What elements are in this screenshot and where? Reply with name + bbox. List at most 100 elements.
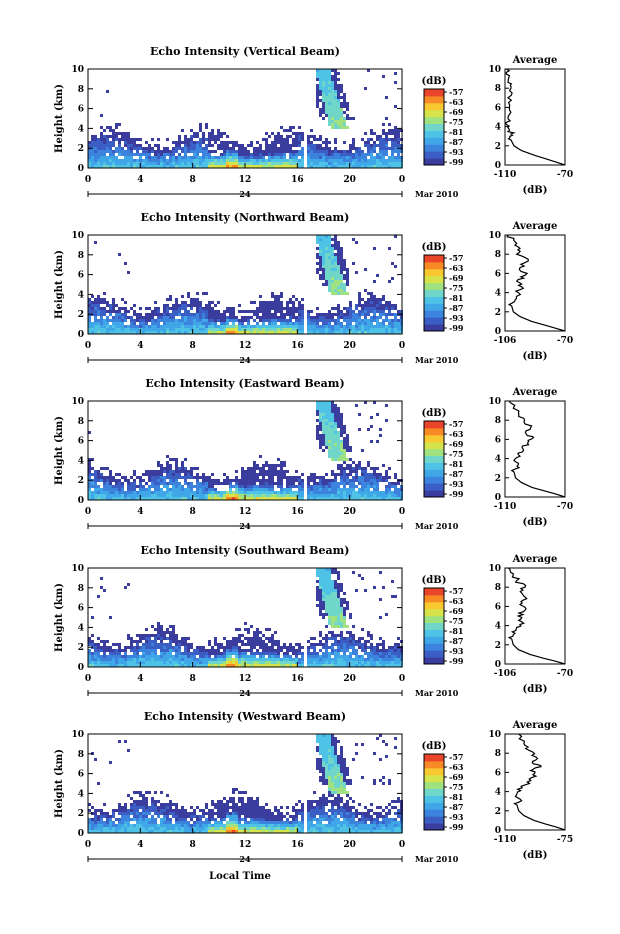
heatmap-cell xyxy=(325,93,328,96)
heatmap-cell xyxy=(154,156,157,159)
heatmap-cell xyxy=(262,322,265,325)
heatmap-cell xyxy=(328,117,331,120)
heatmap-cell xyxy=(112,150,115,153)
heatmap-cell xyxy=(352,147,355,150)
heatmap-cell xyxy=(286,328,289,331)
heatmap-cell xyxy=(172,655,175,658)
heatmap-cell xyxy=(157,156,160,159)
x-tick-label: 16 xyxy=(291,674,304,684)
heatmap-cell xyxy=(103,129,106,132)
heatmap-cell xyxy=(277,310,280,313)
heatmap-cell xyxy=(337,437,340,440)
heatmap-cell xyxy=(388,129,391,132)
heatmap-cell xyxy=(187,138,190,141)
heatmap-cell xyxy=(130,806,133,809)
heatmap-cell xyxy=(271,476,274,479)
heatmap-cell xyxy=(220,325,223,328)
heatmap-cell xyxy=(349,631,352,634)
heatmap-cell xyxy=(91,144,94,147)
heatmap-cell xyxy=(331,470,334,473)
heatmap-cell xyxy=(184,470,187,473)
heatmap-cell xyxy=(226,482,229,485)
heatmap-cell xyxy=(130,328,133,331)
day-label: 24 xyxy=(239,355,251,365)
heatmap-cell xyxy=(175,304,178,307)
heatmap-cell xyxy=(190,313,193,316)
heatmap-cell xyxy=(349,159,352,162)
heatmap-cell xyxy=(94,307,97,310)
heatmap-cell xyxy=(379,655,382,658)
heatmap-cell xyxy=(358,295,361,298)
heatmap-cell xyxy=(223,322,226,325)
heatmap-cell xyxy=(121,476,124,479)
heatmap-cell xyxy=(223,661,226,664)
heatmap-cell xyxy=(193,135,196,138)
heatmap-cell xyxy=(208,479,211,482)
heatmap-cell xyxy=(271,132,274,135)
heatmap-cell xyxy=(397,488,400,491)
heatmap-cell xyxy=(319,93,322,96)
heatmap-cell xyxy=(331,99,334,102)
heatmap-cell xyxy=(229,649,232,652)
heatmap-cell xyxy=(289,144,292,147)
heatmap-cell xyxy=(106,485,109,488)
heatmap-cell xyxy=(124,301,127,304)
heatmap-cell xyxy=(316,434,319,437)
heatmap-cell xyxy=(115,827,118,830)
heatmap-cell xyxy=(379,162,382,165)
heatmap-cell xyxy=(337,162,340,165)
heatmap-cell xyxy=(175,298,178,301)
heatmap-cell xyxy=(112,812,115,815)
heatmap-cell xyxy=(193,316,196,319)
heatmap-cell xyxy=(205,144,208,147)
heatmap-cell xyxy=(358,325,361,328)
heatmap-cell xyxy=(214,310,217,313)
heatmap-cell xyxy=(154,640,157,643)
heatmap-cell xyxy=(262,301,265,304)
heatmap-cell xyxy=(178,156,181,159)
heatmap-cell xyxy=(265,473,268,476)
heatmap-cell xyxy=(193,661,196,664)
heatmap-cell xyxy=(241,144,244,147)
heatmap-cell xyxy=(310,159,313,162)
heatmap-cell xyxy=(334,661,337,664)
heatmap-cell xyxy=(256,485,259,488)
heatmap-cell xyxy=(376,473,379,476)
heatmap-cell xyxy=(370,147,373,150)
heatmap-cell xyxy=(265,150,268,153)
heatmap-cell xyxy=(97,643,100,646)
heatmap-cell xyxy=(292,649,295,652)
heatmap-cell xyxy=(286,476,289,479)
heatmap-cell xyxy=(379,310,382,313)
colorbar-tick-label: -57 xyxy=(449,87,463,97)
heatmap-cell xyxy=(334,322,337,325)
heatmap-cell xyxy=(307,141,310,144)
heatmap-cell xyxy=(322,265,325,268)
heatmap-cell xyxy=(358,643,361,646)
heatmap-cell xyxy=(190,159,193,162)
heatmap-cell xyxy=(391,147,394,150)
heatmap-cell xyxy=(97,313,100,316)
heatmap-cell xyxy=(316,153,319,156)
heatmap-cell xyxy=(334,455,337,458)
heatmap-cell xyxy=(160,646,163,649)
heatmap-cell xyxy=(130,147,133,150)
heatmap-cell xyxy=(325,488,328,491)
average-x-tick-label: -110 xyxy=(494,170,517,180)
heatmap-cell xyxy=(226,159,229,162)
heatmap-cell xyxy=(250,153,253,156)
heatmap-cell xyxy=(262,491,265,494)
heatmap-cell xyxy=(235,646,238,649)
heatmap-cell xyxy=(271,652,274,655)
heatmap-cell xyxy=(97,147,100,150)
heatmap-cell xyxy=(184,147,187,150)
heatmap-cell xyxy=(121,132,124,135)
heatmap-cell xyxy=(325,494,328,497)
heatmap-cell xyxy=(352,637,355,640)
heatmap-cell xyxy=(328,99,331,102)
heatmap-cell xyxy=(226,494,229,497)
heatmap-cell xyxy=(355,661,358,664)
heatmap-cell xyxy=(334,280,337,283)
heatmap-cell xyxy=(160,652,163,655)
heatmap-cell xyxy=(247,482,250,485)
